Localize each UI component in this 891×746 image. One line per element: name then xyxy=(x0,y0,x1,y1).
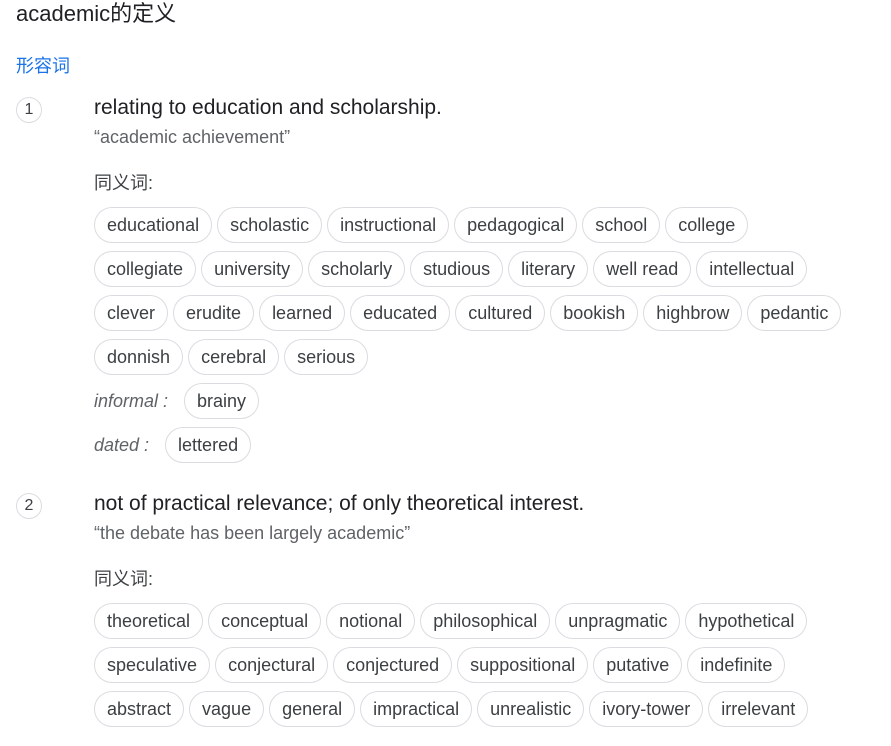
synonym-chip[interactable]: suppositional xyxy=(457,647,589,683)
synonym-chip[interactable]: scholastic xyxy=(217,207,323,243)
part-of-speech-label: 形容词 xyxy=(16,56,70,76)
synonym-chip[interactable]: indefinite xyxy=(687,647,786,683)
synonym-chip[interactable]: pedantic xyxy=(747,295,842,331)
example-text: “the debate has been largely academic” xyxy=(94,523,411,543)
synonym-row: collegiate university scholarly studious lit… xyxy=(94,251,884,287)
register-label: dated : xyxy=(94,434,150,455)
synonym-chip[interactable]: irrelevant xyxy=(708,691,809,727)
synonym-chip[interactable]: abstract xyxy=(94,691,185,727)
synonym-row: dated : lettered xyxy=(94,427,884,463)
synonym-chip[interactable]: instructional xyxy=(327,207,450,243)
synonym-chip[interactable]: general xyxy=(269,691,356,727)
synonym-row: educational scholastic instructional pedago… xyxy=(94,207,884,243)
synonym-chip[interactable]: intellectual xyxy=(696,251,808,287)
synonym-chip[interactable]: cerebral xyxy=(188,339,280,375)
synonym-chip[interactable]: unpragmatic xyxy=(555,603,681,639)
synonym-chip[interactable]: university xyxy=(201,251,304,287)
synonym-chip[interactable]: highbrow xyxy=(643,295,743,331)
synonym-row: clever erudite learned educated cultured book… xyxy=(94,295,884,331)
synonym-chip[interactable]: philosophical xyxy=(420,603,551,639)
synonym-chip[interactable]: school xyxy=(582,207,661,243)
synonym-chip[interactable]: putative xyxy=(593,647,683,683)
synonym-chip[interactable]: notional xyxy=(326,603,416,639)
synonym-chip[interactable]: donnish xyxy=(94,339,184,375)
synonym-chip[interactable]: unrealistic xyxy=(477,691,585,727)
definition-text: relating to education and scholarship. xyxy=(94,96,442,119)
synonym-chip[interactable]: lettered xyxy=(165,427,252,463)
synonym-chip[interactable]: clever xyxy=(94,295,169,331)
synonym-chip[interactable]: educational xyxy=(94,207,213,243)
synonym-chip[interactable]: brainy xyxy=(184,383,260,419)
synonym-chip[interactable]: collegiate xyxy=(94,251,197,287)
synonym-chip[interactable]: scholarly xyxy=(308,251,406,287)
synonym-chip[interactable]: conjectured xyxy=(333,647,453,683)
synonym-chip[interactable]: learned xyxy=(259,295,346,331)
synonym-chip[interactable]: theoretical xyxy=(94,603,204,639)
synonym-row: speculative conjectural conjectured supposi… xyxy=(94,647,884,683)
synonym-row: donnish cerebral serious xyxy=(94,339,884,375)
synonym-chip[interactable]: ivory-tower xyxy=(589,691,704,727)
synonym-chip[interactable]: conceptual xyxy=(208,603,322,639)
example-text: “academic achievement” xyxy=(94,127,291,147)
synonym-row: informal : brainy xyxy=(94,383,884,419)
synonym-chip[interactable]: conjectural xyxy=(215,647,329,683)
synonym-chip[interactable]: studious xyxy=(410,251,504,287)
synonym-row: theoretical conceptual notional philosophic… xyxy=(94,603,884,639)
synonym-chip[interactable]: educated xyxy=(350,295,451,331)
synonym-chip[interactable]: bookish xyxy=(550,295,639,331)
page-title: academic的定义 xyxy=(16,1,177,26)
synonym-chip[interactable]: erudite xyxy=(173,295,255,331)
sense-number: 1 xyxy=(16,97,42,123)
sense-body: not of practical relevance; of only theo… xyxy=(94,492,884,735)
synonyms-label: 同义词: xyxy=(94,569,154,589)
synonym-chip[interactable]: vague xyxy=(189,691,265,727)
sense-body: relating to education and scholarship. “… xyxy=(94,96,884,471)
synonym-row: abstract vague general impractical unrealist… xyxy=(94,691,884,727)
synonym-chip[interactable]: literary xyxy=(508,251,589,287)
sense-number: 2 xyxy=(16,493,42,519)
synonyms-label: 同义词: xyxy=(94,173,154,193)
synonym-chip[interactable]: pedagogical xyxy=(454,207,578,243)
definition-text: not of practical relevance; of only theo… xyxy=(94,492,585,515)
synonym-chip[interactable]: well read xyxy=(593,251,692,287)
synonym-chip[interactable]: hypothetical xyxy=(685,603,808,639)
synonym-chip[interactable]: college xyxy=(665,207,749,243)
synonym-chip[interactable]: speculative xyxy=(94,647,211,683)
synonym-chip[interactable]: impractical xyxy=(360,691,473,727)
synonym-chip[interactable]: serious xyxy=(284,339,369,375)
synonym-chip[interactable]: cultured xyxy=(455,295,546,331)
register-label: informal : xyxy=(94,390,169,411)
synonym-chips: educational scholastic instructional pedago… xyxy=(94,207,884,463)
synonym-chips: theoretical conceptual notional philosophic… xyxy=(94,603,884,727)
